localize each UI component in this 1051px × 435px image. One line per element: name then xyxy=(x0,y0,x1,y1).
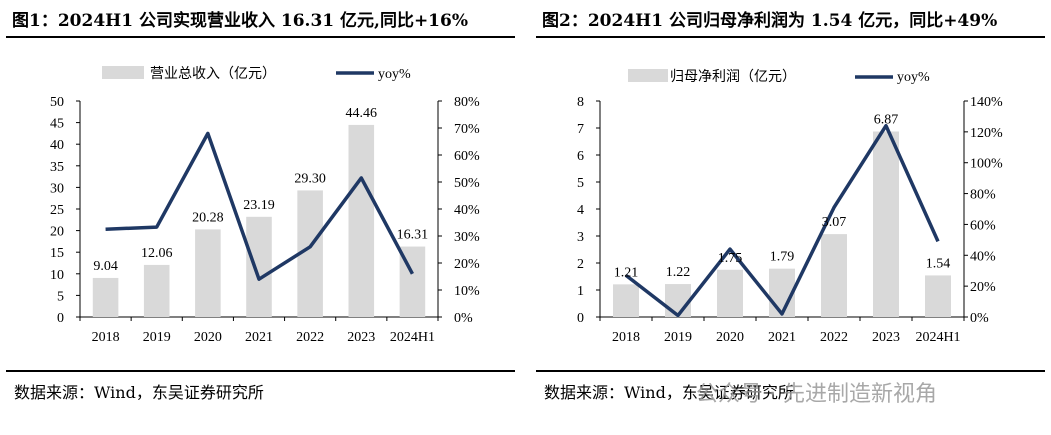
legend-bar-swatch xyxy=(102,66,144,79)
source-note: 数据来源：Wind，东吴证券研究所 xyxy=(544,383,794,402)
bar-data-label: 1.79 xyxy=(770,250,795,265)
bar-data-label: 20.28 xyxy=(192,210,224,225)
source-note: 数据来源：Wind，东吴证券研究所 xyxy=(14,383,264,402)
y-tick-label-right: 60% xyxy=(454,149,480,164)
y-tick-label-right: 70% xyxy=(454,122,480,137)
legend-bar-swatch xyxy=(628,69,668,82)
x-tick-label: 2020 xyxy=(716,330,744,345)
y-tick-label-left: 15 xyxy=(50,246,64,261)
y-tick-label-right: 20% xyxy=(454,257,480,272)
bar xyxy=(92,277,119,317)
x-tick-label: 2020 xyxy=(194,330,222,345)
y-tick-label-left: 30 xyxy=(50,181,64,196)
y-tick-label-left: 50 xyxy=(50,95,64,110)
bar xyxy=(613,284,639,317)
y-tick-label-left: 0 xyxy=(57,311,64,326)
y-tick-label-right: 80% xyxy=(970,188,996,203)
source-rule xyxy=(536,370,1045,372)
bar xyxy=(821,234,847,317)
chart-title: 图2：2024H1 公司归母净利润为 1.54 亿元，同比+49% xyxy=(542,11,998,31)
x-tick-label: 2022 xyxy=(820,330,848,345)
bar-data-label: 9.04 xyxy=(93,259,118,274)
y-tick-label-left: 1 xyxy=(577,284,584,299)
y-tick-label-left: 7 xyxy=(577,122,584,137)
y-tick-label-right: 40% xyxy=(970,249,996,264)
bar-data-label: 16.31 xyxy=(397,228,429,243)
y-tick-label-left: 25 xyxy=(50,203,64,218)
bar xyxy=(348,124,375,317)
bar-data-label: 29.30 xyxy=(294,171,326,186)
y-tick-label-left: 0 xyxy=(577,311,584,326)
legend-bar-label: 归母净利润（亿元） xyxy=(670,68,796,85)
y-tick-label-left: 20 xyxy=(50,225,64,240)
x-tick-label: 2018 xyxy=(612,330,640,345)
bar xyxy=(873,131,899,317)
bar-data-label: 12.06 xyxy=(141,246,173,261)
x-tick-label: 2018 xyxy=(92,330,120,345)
bar xyxy=(246,216,272,317)
y-tick-label-right: 100% xyxy=(970,157,1003,172)
y-tick-label-left: 10 xyxy=(50,268,64,283)
y-tick-label-left: 5 xyxy=(577,176,584,191)
bar-data-label: 1.75 xyxy=(718,251,743,266)
net-profit-chart-svg: 归母净利润（亿元） yoy%0123456780%20%40%60%80%100%… xyxy=(577,68,1003,345)
series-line-yoy xyxy=(105,131,414,281)
series-line-yoy xyxy=(624,123,940,318)
y-tick-label-right: 140% xyxy=(970,95,1003,110)
y-tick-label-left: 6 xyxy=(577,149,584,164)
y-tick-label-left: 4 xyxy=(577,203,584,218)
y-tick-label-left: 2 xyxy=(577,257,584,272)
x-tick-label: 2024H1 xyxy=(390,330,435,345)
bar-data-label: 44.46 xyxy=(346,106,378,121)
x-tick-label: 2022 xyxy=(296,330,324,345)
bar xyxy=(143,264,170,317)
legend-line-label: yoy% xyxy=(897,70,930,85)
source-rule xyxy=(6,370,515,372)
y-tick-label-right: 0% xyxy=(970,311,989,326)
title-rule xyxy=(536,36,1045,38)
x-tick-label: 2024H1 xyxy=(915,330,960,345)
bar-data-label: 6.87 xyxy=(874,113,899,128)
bar xyxy=(717,269,743,317)
y-tick-label-left: 35 xyxy=(50,160,64,175)
x-tick-label: 2019 xyxy=(664,330,692,345)
bar xyxy=(925,275,951,317)
bar-data-label: 3.07 xyxy=(822,215,847,230)
x-tick-label: 2021 xyxy=(245,330,273,345)
y-tick-label-right: 30% xyxy=(454,230,480,245)
bar xyxy=(195,229,221,317)
bar xyxy=(665,284,691,317)
x-tick-label: 2021 xyxy=(768,330,796,345)
bar-data-label: 1.54 xyxy=(926,256,951,271)
chart-title: 图1：2024H1 公司实现营业收入 16.31 亿元,同比+16% xyxy=(12,11,468,31)
y-tick-label-right: 40% xyxy=(454,203,480,218)
watermark-text: 公众号 · 先进制造新视角 xyxy=(696,382,937,407)
bar-data-label: 1.21 xyxy=(614,265,639,280)
bar-data-label: 1.22 xyxy=(666,265,691,280)
y-tick-label-left: 8 xyxy=(577,95,584,110)
x-tick-label: 2023 xyxy=(872,330,900,345)
title-rule xyxy=(6,36,515,38)
y-tick-label-left: 3 xyxy=(577,230,584,245)
chart-panel-revenue: 图1：2024H1 公司实现营业收入 16.31 亿元,同比+16% 营业总收入… xyxy=(0,0,521,435)
y-tick-label-right: 120% xyxy=(970,126,1003,141)
revenue-chart-svg: 营业总收入（亿元） yoy% 0 5 10 15 20 25 30 35 40 45 50 0% 10% 20… xyxy=(50,66,480,345)
legend-line-label: yoy% xyxy=(378,67,411,82)
chart-panel-net-profit: 图2：2024H1 公司归母净利润为 1.54 亿元，同比+49% 归母净利润（… xyxy=(530,0,1051,435)
y-tick-label-right: 60% xyxy=(970,218,996,233)
y-tick-label-right: 80% xyxy=(454,95,480,110)
y-tick-label-left: 40 xyxy=(50,138,64,153)
y-tick-label-right: 10% xyxy=(454,284,480,299)
bar-data-label: 23.19 xyxy=(243,198,275,213)
x-tick-label: 2023 xyxy=(347,330,375,345)
y-tick-label-right: 50% xyxy=(454,176,480,191)
y-tick-label-left: 45 xyxy=(50,117,64,132)
x-tick-label: 2019 xyxy=(143,330,171,345)
y-tick-label-left: 5 xyxy=(57,289,64,304)
legend-bar-label: 营业总收入（亿元） xyxy=(150,66,276,82)
y-tick-label-right: 0% xyxy=(454,311,473,326)
y-tick-label-right: 20% xyxy=(970,280,996,295)
